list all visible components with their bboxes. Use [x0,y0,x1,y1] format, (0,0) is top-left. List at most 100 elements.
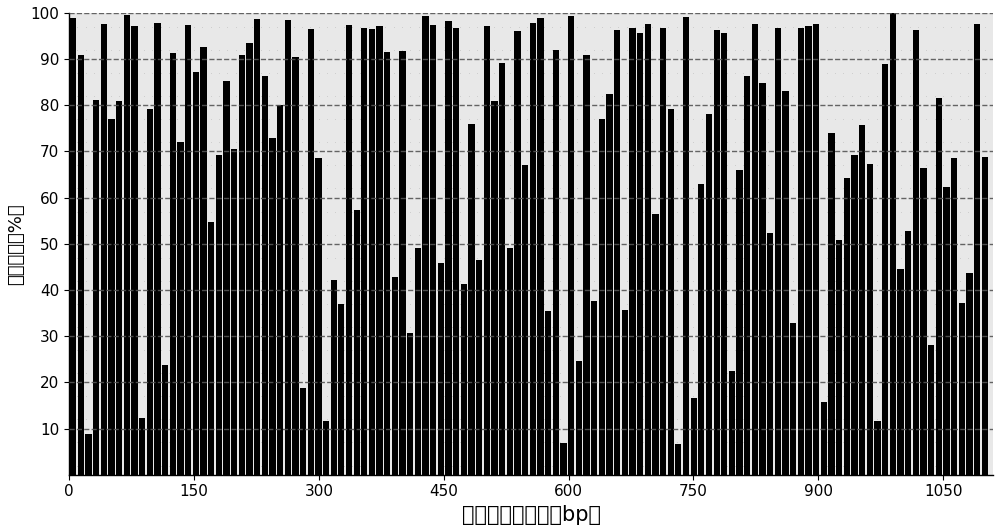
Point [386,461,402,470]
Point [311,369,327,377]
Point [594,369,610,377]
Point [228,161,244,170]
Point [769,415,785,423]
Point [677,92,693,101]
Point [78,253,94,262]
Point [419,92,435,101]
Bar [131,26,138,475]
Point [486,346,502,354]
Point [203,277,219,285]
Point [511,207,527,216]
Point [261,46,277,54]
Point [219,22,235,31]
Point [935,207,951,216]
Point [752,230,768,239]
Point [594,184,610,193]
Point [386,369,402,377]
Point [536,253,552,262]
Point [794,300,810,308]
Point [735,369,751,377]
Point [627,46,643,54]
Point [344,69,360,77]
Bar [507,248,513,475]
Point [727,46,743,54]
Point [211,461,227,470]
Point [103,392,119,401]
Point [261,92,277,101]
Point [311,277,327,285]
Point [885,138,901,146]
Point [835,22,851,31]
Point [469,369,485,377]
Point [311,207,327,216]
Point [918,346,934,354]
Point [228,115,244,123]
Point [827,438,843,447]
Point [194,438,210,447]
Point [660,323,676,331]
X-axis label: 密码子相对位置（bp）: 密码子相对位置（bp） [462,505,601,525]
Point [910,253,926,262]
Point [194,207,210,216]
Point [685,392,701,401]
Point [286,253,302,262]
Point [577,184,593,193]
Point [336,69,352,77]
Point [802,207,818,216]
Point [594,161,610,170]
Point [511,323,527,331]
Point [78,438,94,447]
Point [427,138,443,146]
Point [869,415,885,423]
Point [294,253,310,262]
Point [952,230,968,239]
Point [885,277,901,285]
Point [461,184,477,193]
Point [602,207,618,216]
Point [844,115,860,123]
Bar [668,110,674,475]
Point [960,22,976,31]
Bar [438,263,444,475]
Point [819,253,835,262]
Point [869,438,885,447]
Point [236,300,252,308]
Point [402,92,418,101]
Point [527,138,543,146]
Point [694,277,710,285]
Point [536,277,552,285]
Point [386,69,402,77]
Point [968,184,984,193]
Point [402,46,418,54]
Point [935,461,951,470]
Point [128,277,144,285]
Bar [101,24,107,475]
Point [935,277,951,285]
Point [893,369,909,377]
Point [377,253,393,262]
Point [702,22,718,31]
Point [702,369,718,377]
Point [586,323,602,331]
Point [194,300,210,308]
Point [469,184,485,193]
Point [536,346,552,354]
Point [394,415,410,423]
Point [810,161,826,170]
Point [444,184,460,193]
Bar [139,418,145,475]
Point [794,461,810,470]
Point [319,230,335,239]
Bar [583,55,590,475]
Bar [905,231,911,475]
Point [777,461,793,470]
Point [785,346,801,354]
Point [153,184,169,193]
Point [610,253,626,262]
Point [860,369,876,377]
Bar [530,23,536,475]
Point [619,253,635,262]
Point [269,92,285,101]
Point [369,369,385,377]
Point [652,184,668,193]
